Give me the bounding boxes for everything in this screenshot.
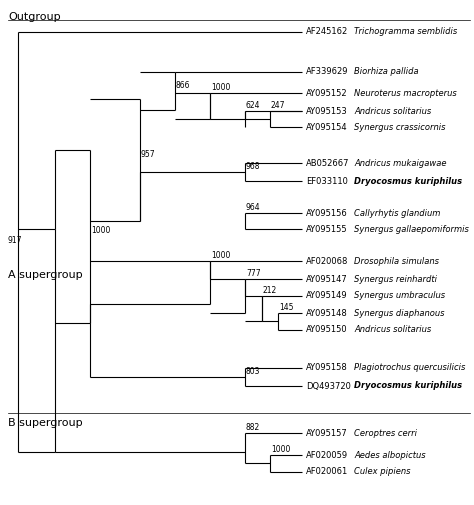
Text: Synergus crassicornis: Synergus crassicornis [354, 123, 446, 131]
Text: AY095155: AY095155 [306, 225, 347, 233]
Text: Andricus mukaigawae: Andricus mukaigawae [354, 159, 447, 168]
Text: 1000: 1000 [91, 226, 110, 235]
Text: Neuroterus macropterus: Neuroterus macropterus [354, 88, 457, 97]
Text: AY095157: AY095157 [306, 429, 348, 437]
Text: 145: 145 [279, 303, 293, 312]
Text: 247: 247 [271, 101, 285, 110]
Text: Ceroptres cerri: Ceroptres cerri [354, 429, 417, 437]
Text: Synergus diaphanous: Synergus diaphanous [354, 309, 445, 318]
Text: Plagiotrochus quercusilicis: Plagiotrochus quercusilicis [354, 364, 465, 373]
Text: DQ493720: DQ493720 [306, 381, 351, 390]
Text: AY095148: AY095148 [306, 309, 348, 318]
Text: Dryocosmus kuriphilus: Dryocosmus kuriphilus [354, 177, 462, 185]
Text: Dryocosmus kuriphilus: Dryocosmus kuriphilus [354, 381, 462, 390]
Text: 957: 957 [141, 150, 155, 159]
Text: Drosophila simulans: Drosophila simulans [354, 257, 439, 266]
Text: Andricus solitarius: Andricus solitarius [354, 326, 431, 334]
Text: Synergus gallaepomiformis: Synergus gallaepomiformis [354, 225, 469, 233]
Text: EF033110: EF033110 [306, 177, 348, 185]
Text: AY095152: AY095152 [306, 88, 347, 97]
Text: Callyrhytis glandium: Callyrhytis glandium [354, 209, 440, 218]
Text: Synergus umbraculus: Synergus umbraculus [354, 291, 445, 300]
Text: AY095150: AY095150 [306, 326, 347, 334]
Text: AB052667: AB052667 [306, 159, 349, 168]
Text: 777: 777 [246, 269, 261, 278]
Text: Aedes albopictus: Aedes albopictus [354, 450, 426, 460]
Text: AF020059: AF020059 [306, 450, 348, 460]
Text: Andricus solitarius: Andricus solitarius [354, 107, 431, 116]
Text: AF020061: AF020061 [306, 468, 348, 477]
Text: AY095153: AY095153 [306, 107, 348, 116]
Text: 917: 917 [8, 236, 22, 245]
Text: AY095156: AY095156 [306, 209, 348, 218]
Text: Trichogramma semblidis: Trichogramma semblidis [354, 27, 457, 36]
Text: AY095154: AY095154 [306, 123, 347, 131]
Text: AF020068: AF020068 [306, 257, 348, 266]
Text: A supergroup: A supergroup [8, 270, 82, 280]
Text: 803: 803 [246, 367, 261, 376]
Text: 964: 964 [246, 203, 261, 212]
Text: Synergus reinhardti: Synergus reinhardti [354, 275, 437, 283]
Text: AF339629: AF339629 [306, 68, 348, 76]
Text: Culex pipiens: Culex pipiens [354, 468, 410, 477]
Text: 1000: 1000 [211, 251, 230, 260]
Text: 882: 882 [246, 423, 260, 432]
Text: AY095147: AY095147 [306, 275, 348, 283]
Text: AY095158: AY095158 [306, 364, 348, 373]
Text: Biorhiza pallida: Biorhiza pallida [354, 68, 419, 76]
Text: 624: 624 [246, 101, 261, 110]
Text: 212: 212 [263, 286, 277, 295]
Text: 968: 968 [246, 162, 261, 171]
Text: B supergroup: B supergroup [8, 418, 82, 428]
Text: 866: 866 [176, 81, 191, 90]
Text: Outgroup: Outgroup [8, 12, 61, 22]
Text: 1000: 1000 [271, 445, 291, 454]
Text: AY095149: AY095149 [306, 291, 347, 300]
Text: 1000: 1000 [211, 83, 230, 92]
Text: AF245162: AF245162 [306, 27, 348, 36]
